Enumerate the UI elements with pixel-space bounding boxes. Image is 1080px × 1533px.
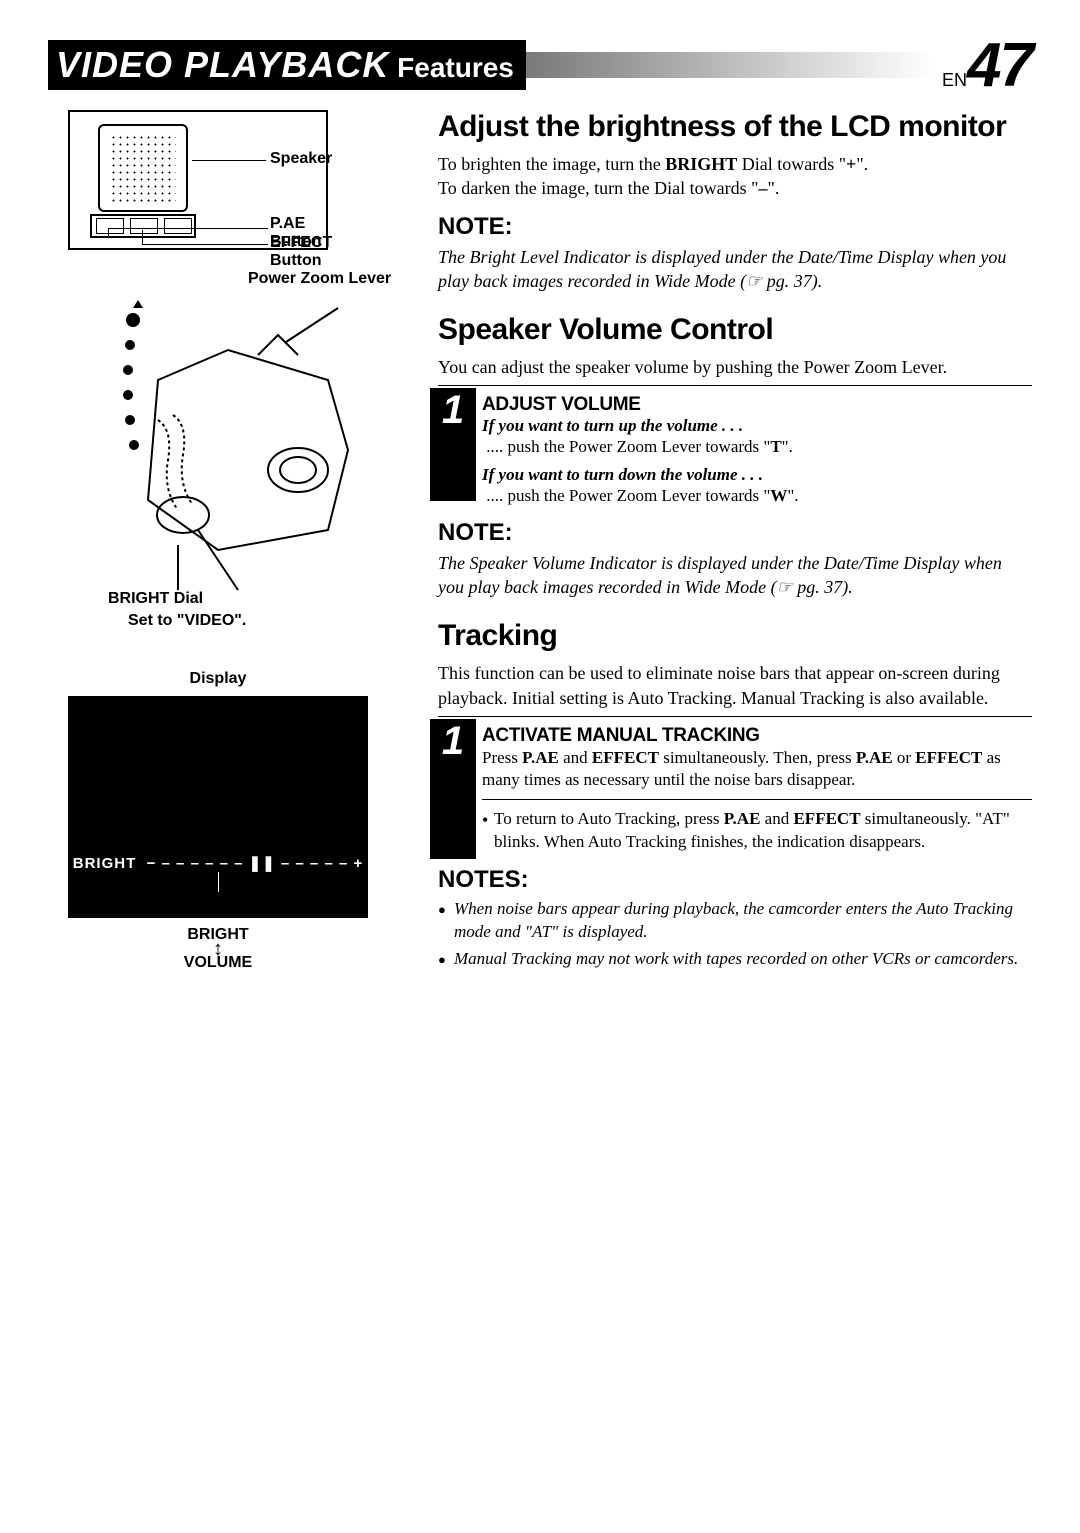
- speaker-heading: Speaker Volume Control: [438, 313, 1032, 347]
- tracking-note-1: When noise bars appear during playback, …: [454, 898, 1032, 944]
- notes-heading: NOTES:: [438, 866, 1032, 894]
- step-title: ADJUST VOLUME: [482, 394, 1032, 416]
- t: Press: [482, 748, 522, 767]
- speaker-label: Speaker: [270, 150, 332, 168]
- volume-down-text: .... push the Power Zoom Lever towards "…: [482, 485, 1032, 507]
- t: ".: [787, 486, 798, 505]
- label-line: [192, 160, 266, 161]
- t: .... push the Power Zoom Lever towards ": [486, 437, 770, 456]
- page-number: EN47: [942, 30, 1032, 101]
- tracking-notes-list: When noise bars appear during playback, …: [438, 898, 1032, 971]
- step-number: 1: [430, 719, 476, 859]
- volume-down-label: If you want to turn down the volume . . …: [482, 465, 1032, 485]
- divider: [482, 799, 1032, 800]
- t: and: [559, 748, 592, 767]
- volume-up-text: .... push the Power Zoom Lever towards "…: [482, 436, 1032, 458]
- t: or: [893, 748, 916, 767]
- right-column: Adjust the brightness of the LCD monitor…: [438, 110, 1032, 975]
- title-block: VIDEO PLAYBACK Features: [48, 40, 526, 90]
- speaker-step: 1 ADJUST VOLUME If you want to turn up t…: [438, 394, 1032, 506]
- title-main: VIDEO PLAYBACK: [56, 44, 389, 85]
- t: –: [759, 178, 768, 198]
- indicator-plus: +: [353, 855, 363, 872]
- button-row-graphic: [90, 214, 196, 238]
- tracking-note-2: Manual Tracking may not work with tapes …: [454, 948, 1032, 971]
- button-cell-3: [164, 218, 192, 234]
- t: EFFECT: [592, 748, 659, 767]
- volume-up-label: If you want to turn up the volume . . .: [482, 416, 1032, 436]
- t: W: [770, 486, 787, 505]
- t: P.AE: [522, 748, 559, 767]
- divider: [438, 716, 1032, 717]
- display-section: Display BRIGHT − – – – – – – ❚❚ – – – – …: [48, 670, 388, 972]
- volume-word: VOLUME: [48, 954, 388, 972]
- display-label: Display: [48, 670, 388, 688]
- t: simultaneously. Then, press: [659, 748, 856, 767]
- tracking-return: To return to Auto Tracking, press P.AE a…: [482, 808, 1032, 854]
- brightness-heading: Adjust the brightness of the LCD monitor: [438, 110, 1032, 144]
- header-gradient: [468, 52, 932, 78]
- updown-arrow-icon: ↕: [48, 944, 388, 954]
- display-screen: BRIGHT − – – – – – – ❚❚ – – – – – +: [68, 696, 368, 918]
- t: and: [760, 809, 793, 828]
- note-heading: NOTE:: [438, 213, 1032, 241]
- tracking-intro: This function can be used to eliminate n…: [438, 661, 1032, 710]
- t: EFFECT: [793, 809, 860, 828]
- t: To brighten the image, turn the: [438, 154, 665, 174]
- effect-label: EFFECT Button: [270, 234, 332, 270]
- indicator-bar: – – – – – – ❚❚ – – – – –: [162, 855, 349, 872]
- t: BRIGHT: [665, 154, 737, 174]
- camcorder-diagram: Power Zoom Lever: [48, 270, 408, 620]
- t: T: [770, 437, 781, 456]
- page-header: VIDEO PLAYBACK Features EN47: [48, 40, 1032, 90]
- zoom-lever-label: Power Zoom Lever: [248, 270, 391, 288]
- t: +: [846, 154, 856, 174]
- t: .... push the Power Zoom Lever towards ": [486, 486, 770, 505]
- effect-button-graphic: [130, 218, 158, 234]
- tracking-step-text: Press P.AE and EFFECT simultaneously. Th…: [482, 747, 1032, 791]
- bright-volume-toggle: BRIGHT ↕ VOLUME: [48, 926, 388, 972]
- indicator-leader: [218, 872, 219, 892]
- note-heading: NOTE:: [438, 519, 1032, 547]
- step-number: 1: [430, 388, 476, 500]
- page-prefix: EN: [942, 70, 967, 90]
- page-num: 47: [967, 31, 1032, 100]
- t: P.AE: [724, 809, 761, 828]
- speaker-note: The Speaker Volume Indicator is displaye…: [438, 551, 1032, 600]
- t: EFFECT: [915, 748, 982, 767]
- t: P.AE: [856, 748, 893, 767]
- indicator-prefix: BRIGHT: [73, 855, 137, 872]
- t: ".: [782, 437, 793, 456]
- title-sub: Features: [389, 52, 514, 83]
- t: Dial towards ": [737, 154, 846, 174]
- tracking-step: 1 ACTIVATE MANUAL TRACKING Press P.AE an…: [438, 725, 1032, 854]
- tracking-heading: Tracking: [438, 619, 1032, 653]
- t: ".: [768, 178, 780, 198]
- step-title: ACTIVATE MANUAL TRACKING: [482, 725, 1032, 747]
- brightness-line1: To brighten the image, turn the BRIGHT D…: [438, 152, 1032, 201]
- left-column: Speaker P.AE Button EFFECT Button Power …: [48, 110, 408, 975]
- camcorder-illustration: [98, 300, 388, 600]
- button-diagram: Speaker P.AE Button EFFECT Button: [68, 110, 328, 250]
- divider: [438, 385, 1032, 386]
- pae-button-graphic: [96, 218, 124, 234]
- t: To darken the image, turn the Dial towar…: [438, 178, 759, 198]
- bright-indicator: BRIGHT − – – – – – – ❚❚ – – – – – +: [68, 854, 368, 872]
- t: To return to Auto Tracking, press: [494, 809, 724, 828]
- speaker-intro: You can adjust the speaker volume by pus…: [438, 355, 1032, 379]
- speaker-dots: [110, 134, 176, 202]
- indicator-minus: −: [147, 855, 157, 872]
- t: ".: [856, 154, 868, 174]
- speaker-graphic: [98, 124, 188, 212]
- brightness-note: The Bright Level Indicator is displayed …: [438, 245, 1032, 294]
